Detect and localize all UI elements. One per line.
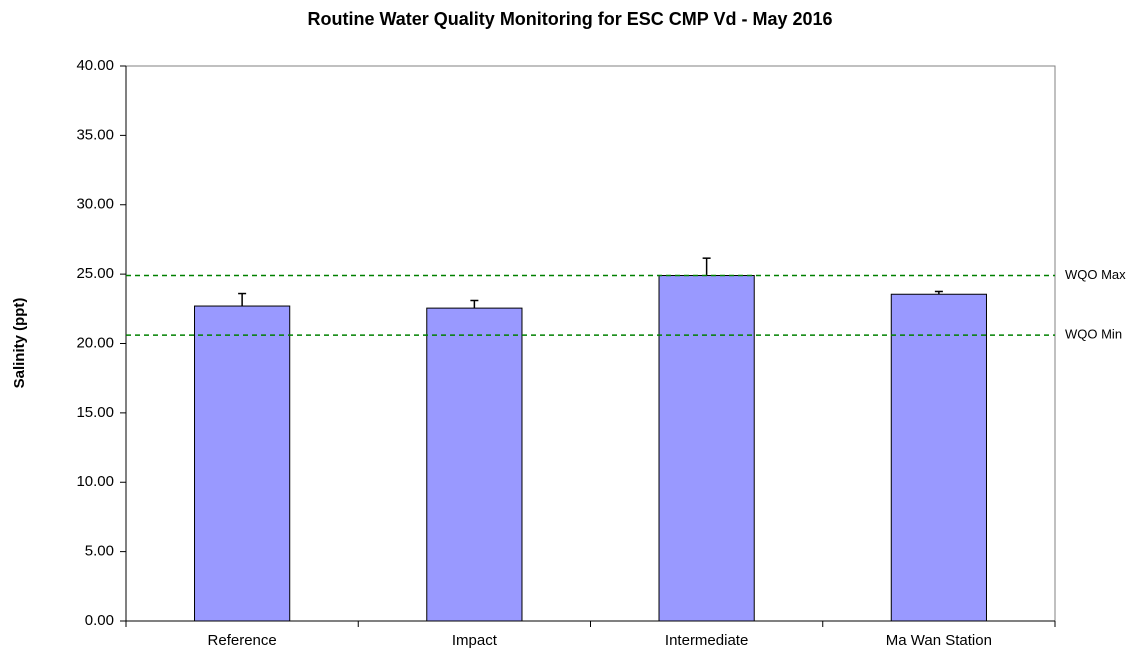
bar — [890, 293, 987, 622]
y-tick-label: 20.00 — [76, 334, 114, 351]
bar — [194, 305, 291, 622]
y-tick-label: 10.00 — [76, 473, 114, 490]
y-tick-label: 25.00 — [76, 265, 114, 282]
x-tick-label: Ma Wan Station — [886, 632, 992, 649]
y-tick-label: 5.00 — [85, 543, 114, 560]
y-tick-label: 0.00 — [85, 612, 114, 629]
y-tick-label: 15.00 — [76, 404, 114, 421]
reference-label: WQO Max — [1065, 267, 1126, 282]
y-tick-label: 40.00 — [76, 57, 114, 74]
y-tick-label: 30.00 — [76, 196, 114, 213]
y-tick-label: 35.00 — [76, 126, 114, 143]
x-tick-label: Intermediate — [665, 632, 748, 649]
x-tick-label: Impact — [452, 632, 498, 649]
reference-label: WQO Min — [1065, 327, 1122, 342]
bar — [658, 275, 755, 622]
bar — [426, 307, 523, 622]
y-axis-title: Salinity (ppt) — [11, 298, 28, 389]
x-tick-label: Reference — [208, 632, 277, 649]
chart-title: Routine Water Quality Monitoring for ESC… — [307, 9, 832, 29]
